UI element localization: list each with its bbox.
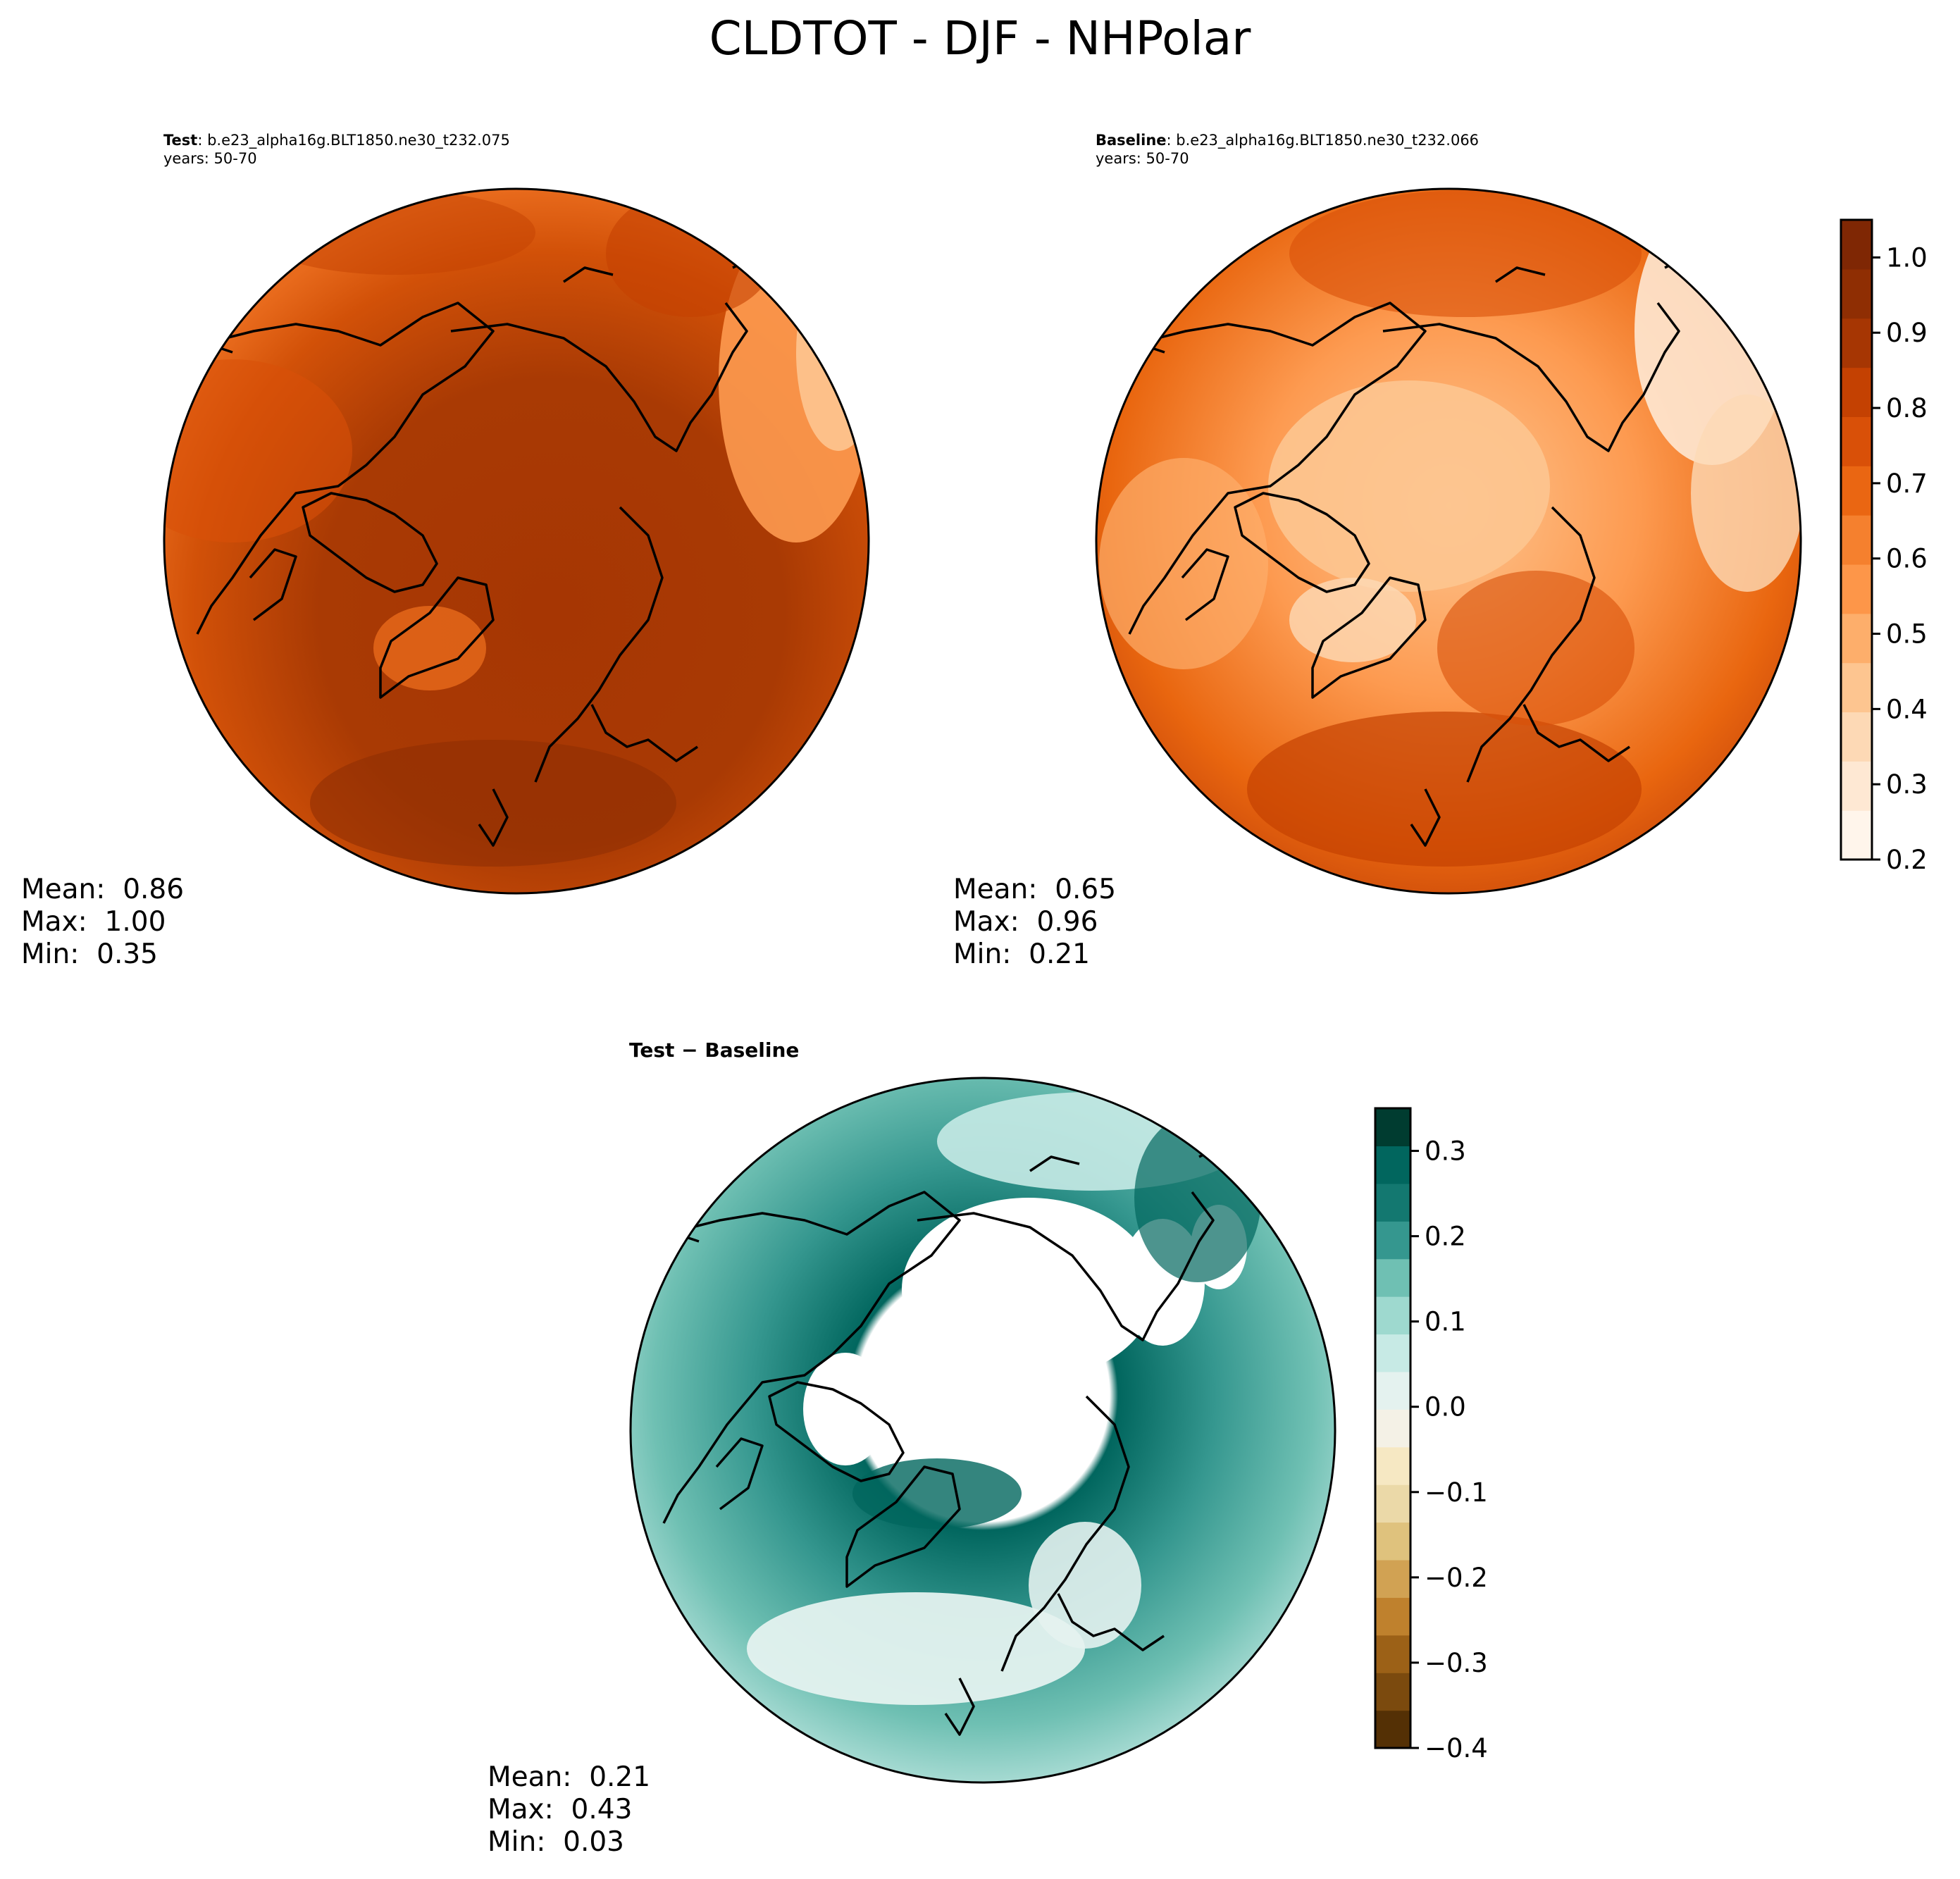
colorbar-cloud-tick-label: 0.2: [1886, 845, 1928, 875]
colorbar-diff-band: [1375, 1409, 1410, 1448]
colorbar-cloud-border: [1840, 218, 1873, 861]
test-map-field: [164, 189, 869, 893]
colorbar-cloud-band: [1841, 613, 1872, 664]
colorbar-cloud-tick-label: 0.6: [1886, 544, 1928, 574]
baseline-header: Baseline: b.e23_alpha16g.BLT1850.ne30_t2…: [1096, 131, 1479, 168]
baseline-stats: Mean: 0.65 Max: 0.96 Min: 0.21: [953, 874, 1116, 971]
colorbar-diff-tick-label: −0.2: [1425, 1563, 1488, 1593]
colorbar-cloud-fraction: 0.2 0.3 0.4 0.5 0.6 0.7 0.8 0.9 1.0: [1840, 218, 1928, 875]
colorbar-cloud-band: [1841, 712, 1872, 762]
baseline-coastlines: [1115, 210, 1708, 847]
baseline-min: Min: 0.21: [953, 938, 1090, 970]
diff-stats: Mean: 0.21 Max: 0.43 Min: 0.03: [488, 1761, 650, 1859]
colorbar-diff-tick-label: −0.4: [1425, 1733, 1488, 1763]
colorbar-diff-band: [1375, 1635, 1410, 1673]
test-min: Min: 0.35: [21, 938, 158, 970]
colorbar-diff-band: [1375, 1146, 1410, 1184]
colorbar-diff-band: [1375, 1296, 1410, 1335]
colorbar-diff-band: [1375, 1334, 1410, 1372]
page-title: CLDTOT - DJF - NHPolar: [709, 11, 1251, 66]
baseline-max: Max: 0.96: [953, 906, 1098, 938]
colorbar-cloud-band: [1841, 662, 1872, 713]
colorbar-cloud-tick-label: 0.9: [1886, 318, 1928, 348]
test-max: Max: 1.00: [21, 906, 166, 938]
test-map-border: [163, 187, 870, 895]
colorbar-cloud-band: [1841, 318, 1872, 368]
diff-mean: Mean: 0.21: [488, 1761, 651, 1793]
colorbar-diff-tick-label: 0.3: [1425, 1136, 1466, 1167]
colorbar-cloud-band: [1841, 268, 1872, 319]
diff-map-border: [629, 1077, 1336, 1784]
test-case-name: : b.e23_alpha16g.BLT1850.ne30_t232.075: [197, 132, 510, 149]
colorbar-diff-band: [1375, 1183, 1410, 1222]
colorbar-diff-tick-label: 0.2: [1425, 1222, 1466, 1252]
colorbar-diff-band: [1375, 1484, 1410, 1523]
colorbar-diff-tick-label: −0.3: [1425, 1648, 1488, 1678]
colorbar-diff-band: [1375, 1221, 1410, 1260]
colorbar-diff-border: [1374, 1107, 1412, 1749]
colorbar-cloud-tick-label: 1.0: [1886, 242, 1928, 273]
baseline-years: years: 50-70: [1096, 150, 1189, 167]
colorbar-diff-band: [1375, 1559, 1410, 1598]
colorbar-cloud-band: [1841, 564, 1872, 614]
baseline-label: Baseline: [1096, 132, 1167, 149]
colorbar-diff-band: [1375, 1522, 1410, 1561]
test-map: [163, 187, 870, 895]
colorbar-cloud-band: [1841, 761, 1872, 811]
colorbar-cloud-band: [1841, 367, 1872, 417]
test-label: Test: [163, 132, 198, 149]
diff-title: Test − Baseline: [629, 1038, 800, 1062]
baseline-map: [1095, 187, 1802, 895]
colorbar-cloud-tick-label: 0.5: [1886, 619, 1928, 650]
colorbar-cloud-band: [1841, 416, 1872, 466]
colorbar-cloud-band: [1841, 220, 1872, 270]
colorbar-cloud-tick-label: 0.4: [1886, 694, 1928, 724]
colorbar-diff-band: [1375, 1446, 1410, 1485]
colorbar-diff-tick-label: −0.1: [1425, 1477, 1488, 1508]
test-mean: Mean: 0.86: [21, 874, 185, 905]
colorbar-cloud-band: [1841, 810, 1872, 860]
test-header: Test: b.e23_alpha16g.BLT1850.ne30_t232.0…: [163, 131, 510, 168]
colorbar-diff-band: [1375, 1673, 1410, 1711]
colorbar-difference: −0.4 −0.3 −0.2 −0.1 0.0 0.1 0.2 0.3: [1374, 1107, 1488, 1763]
colorbar-diff-band: [1375, 1597, 1410, 1636]
colorbar-cloud-tick-label: 0.8: [1886, 393, 1928, 423]
test-years: years: 50-70: [163, 150, 257, 167]
test-stats: Mean: 0.86 Max: 1.00 Min: 0.35: [21, 874, 184, 971]
colorbar-diff-band: [1375, 1108, 1410, 1147]
diff-min: Min: 0.03: [488, 1826, 624, 1858]
diff-max: Max: 0.43: [488, 1794, 633, 1825]
baseline-mean: Mean: 0.65: [953, 874, 1117, 905]
colorbar-diff-band: [1375, 1710, 1410, 1749]
colorbar-cloud-band: [1841, 466, 1872, 516]
colorbar-cloud-band: [1841, 515, 1872, 565]
colorbar-cloud-tick-label: 0.7: [1886, 469, 1928, 499]
colorbar-diff-band: [1375, 1258, 1410, 1297]
diff-coastlines: [649, 1099, 1243, 1736]
baseline-case-name: : b.e23_alpha16g.BLT1850.ne30_t232.066: [1166, 132, 1480, 149]
colorbar-cloud-tick-label: 0.3: [1886, 769, 1928, 800]
diff-map: [629, 1077, 1336, 1784]
colorbar-diff-tick-label: 0.0: [1425, 1392, 1466, 1422]
colorbar-diff-band: [1375, 1371, 1410, 1410]
baseline-map-border: [1095, 187, 1802, 895]
colorbar-diff-tick-label: 0.1: [1425, 1307, 1466, 1337]
